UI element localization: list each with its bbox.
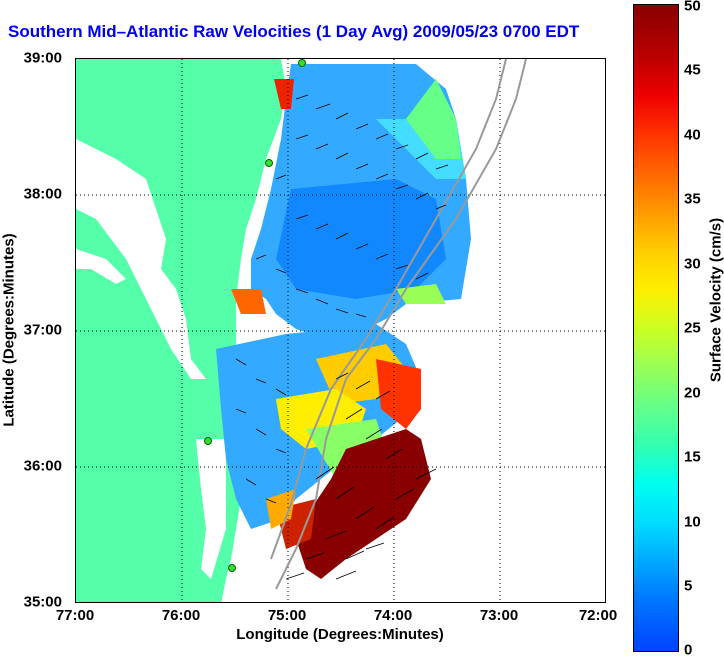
bay-inlet: [76, 249, 126, 284]
cb-tick-25: 25: [684, 319, 701, 337]
cb-tick-50: 50: [684, 0, 701, 15]
y-axis-title: Latitude (Degrees:Minutes): [0, 233, 18, 427]
cb-tick-5: 5: [684, 577, 693, 595]
cb-tick-35: 35: [684, 190, 701, 208]
cb-tick-15: 15: [684, 448, 701, 466]
chesapeake-bay: [76, 139, 206, 379]
cb-tick-0: 0: [684, 641, 693, 659]
x-tick-5: 72:00: [578, 607, 618, 624]
y-tick-1: 38:00: [23, 185, 62, 203]
velocity-arrows: [235, 94, 449, 580]
x-tick-4: 73:00: [479, 607, 519, 624]
velocity-field: [216, 64, 471, 579]
x-tick-2: 75:00: [267, 607, 307, 624]
x-tick-1: 76:00: [161, 607, 201, 624]
y-tick-2: 37:00: [23, 321, 62, 339]
cb-tick-20: 20: [684, 384, 701, 402]
y-tick-0: 39:00: [23, 49, 62, 67]
map-plot-area[interactable]: [75, 58, 606, 603]
grid-lines: [76, 59, 605, 602]
cb-tick-10: 10: [684, 513, 701, 531]
cb-tick-45: 45: [684, 61, 701, 79]
map-title: Southern Mid–Atlantic Raw Velocities (1 …: [8, 22, 580, 41]
radar-sites: [204, 59, 306, 572]
sound-nc: [196, 439, 226, 579]
isobath-lines: [270, 59, 527, 590]
x-tick-3: 74:00: [373, 607, 413, 624]
colorbar-title: Surface Velocity (cm/s): [707, 217, 724, 383]
cb-tick-40: 40: [684, 126, 701, 144]
x-tick-0: 77:00: [55, 607, 95, 624]
x-axis-title: Longitude (Degrees:Minutes): [236, 626, 444, 643]
colorbar: [633, 4, 679, 652]
y-tick-3: 36:00: [23, 457, 62, 475]
cb-tick-30: 30: [684, 255, 701, 273]
y-tick-4: 35:00: [23, 593, 62, 611]
velocity-map-svg: [76, 59, 605, 602]
